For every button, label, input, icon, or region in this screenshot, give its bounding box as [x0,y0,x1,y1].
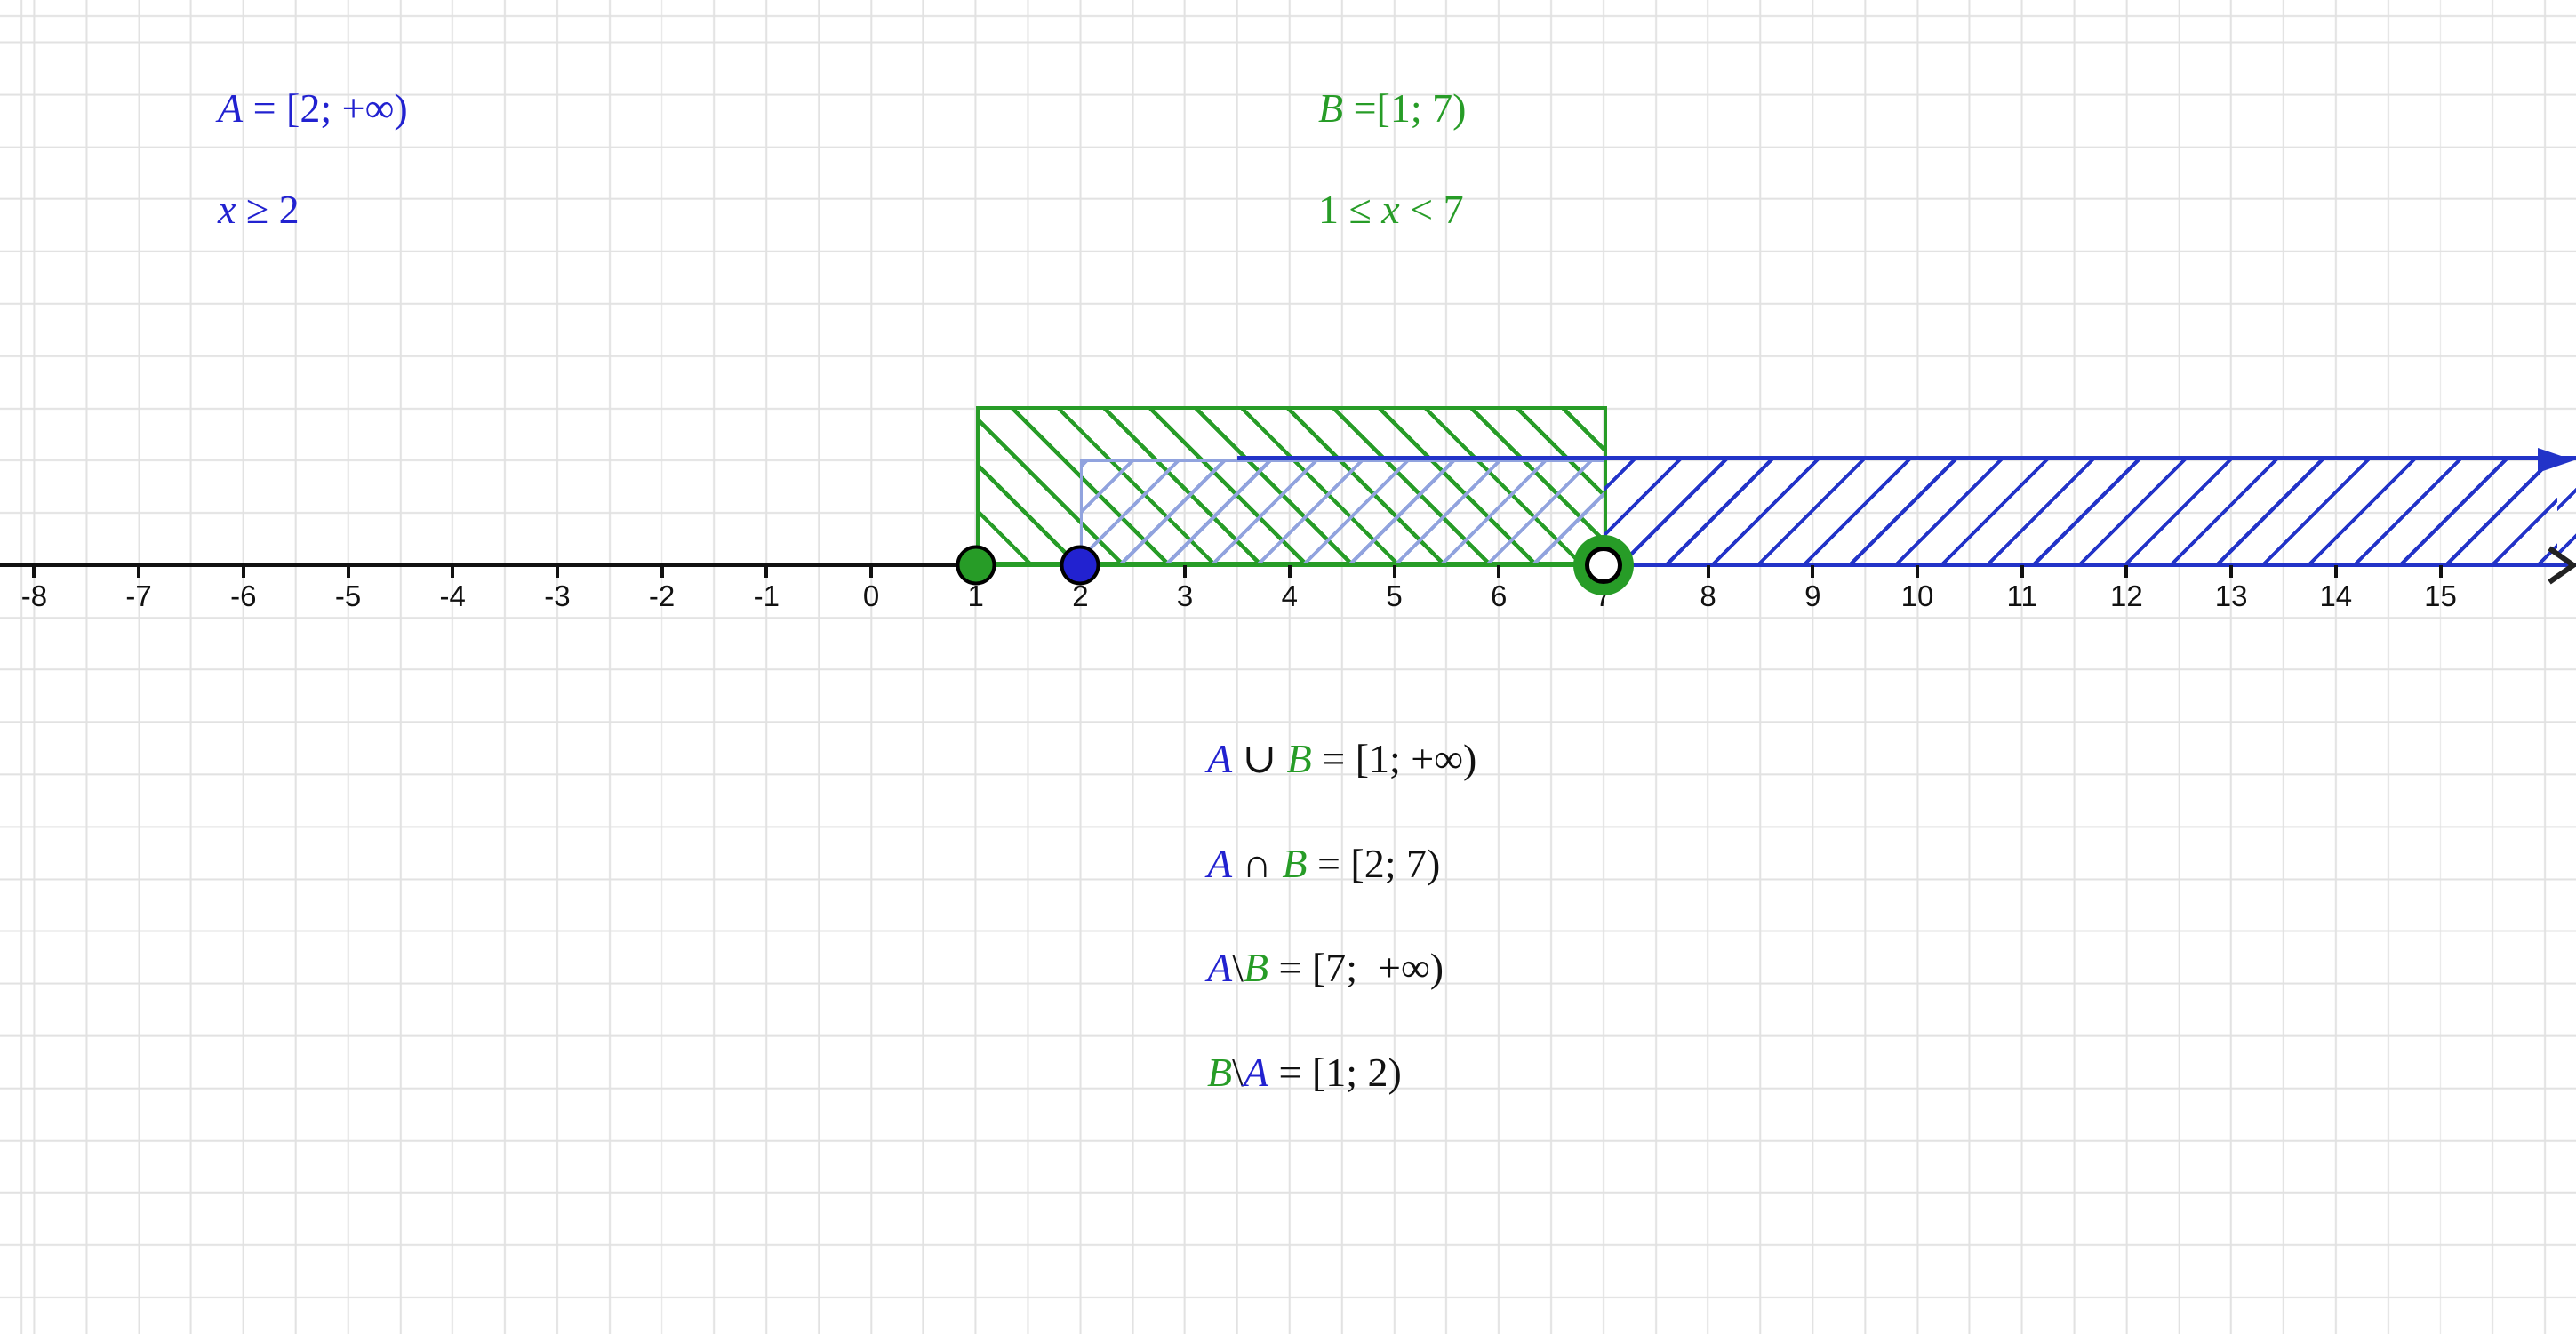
point-x1[interactable] [956,545,996,586]
axis-tick [555,565,559,578]
axis-tick [346,565,350,578]
axis-tick-label: -4 [439,579,466,612]
formula-part: = [1; 2) [1268,1050,1402,1095]
axis-tick [241,565,245,578]
axis-tick-label: 11 [2006,579,2037,612]
axis-tick-label: 15 [2424,579,2457,612]
axis-tick-label: 1 [967,579,984,612]
point-x7-open[interactable] [1572,535,1634,595]
axis-tick [32,565,36,578]
axis-tick [2124,565,2129,578]
formula-part: ∩ [1232,841,1283,886]
set-a-overlap-hatched-region [1080,459,1604,565]
axis-tick-label: -2 [648,579,676,612]
formula-part: =[1; 7) [1343,85,1467,131]
union-result: A ∪ B = [1; +∞) [1207,736,1476,783]
a-minus-b-result: A\B = [7; +∞) [1207,945,1444,992]
formula-part: = [2; 7) [1307,841,1441,886]
axis-tick-label: 9 [1804,579,1821,612]
set-a-top-border-line [1237,456,2576,460]
formula-part: B [1282,841,1308,886]
point-x2[interactable] [1060,545,1100,586]
axis-tick-label: 14 [2319,579,2353,612]
axis-tick-label: 6 [1491,579,1508,612]
formula-part: \ [1232,945,1244,990]
axis-tick-label: 12 [2110,579,2143,612]
set-b-inequality: 1 ≤ x < 7 [1318,187,1464,234]
axis-tick-label: 4 [1281,579,1298,612]
formula-part: x [1381,187,1400,232]
axis-tick [1183,565,1188,578]
formula-part: \ [1232,1050,1244,1095]
formula-part: = [2; +∞) [243,85,408,131]
axis-tick [2229,565,2234,578]
formula-part: 1 ≤ [1318,187,1382,232]
axis-tick [2333,565,2338,578]
formula-part: x [218,187,236,232]
intersection-result: A ∩ B = [2; 7) [1207,841,1440,888]
axis-tick [2438,565,2443,578]
set-b-definition: B =[1; 7) [1318,85,1466,132]
axis-tick-label: -5 [334,579,362,612]
axis-tick [1497,565,1501,578]
axis-tick-label: 10 [1900,579,1934,612]
formula-part: = [1; +∞) [1311,736,1477,781]
set-a-definition: A = [2; +∞) [218,85,408,132]
axis-tick [137,565,141,578]
axis-tick-label: 3 [1176,579,1194,612]
axis-tick [1811,565,1815,578]
formula-part: B [1286,736,1312,781]
axis-tick [2020,565,2024,578]
set-a-hatched-region [1604,460,2576,565]
formula-part: B [1243,945,1268,990]
formula-part: A [1207,841,1233,886]
axis-tick-label: -3 [544,579,571,612]
open-point-hole [1584,547,1622,584]
axis-tick-label: -1 [753,579,780,612]
axis-tick-label: -7 [125,579,152,612]
axis-tick [1287,565,1292,578]
formula-part: A [1207,736,1233,781]
axis-tick-label: 5 [1386,579,1403,612]
formula-part: A [1243,1050,1268,1095]
set-a-inequality: x ≥ 2 [218,187,300,234]
formula-part: < 7 [1399,187,1464,232]
axis-blue-segment [1604,563,2576,567]
axis-tick [764,565,769,578]
formula-part: = [7; +∞) [1268,945,1444,990]
axis-tick-label: -8 [20,579,48,612]
axis-tick-label: 0 [862,579,880,612]
axis-tick-label: 8 [1700,579,1716,612]
axis-tick [1392,565,1396,578]
formula-part: ∪ [1232,736,1287,781]
b-minus-a-result: B\A = [1; 2) [1207,1050,1402,1097]
axis-tick-label: 2 [1072,579,1089,612]
formula-part: A [1207,945,1233,990]
formula-part: ≥ 2 [236,187,300,232]
formula-part: B [1207,1050,1233,1095]
axis-tick-label: -6 [230,579,257,612]
axis-tick-label: 13 [2214,579,2248,612]
axis-tick [1706,565,1710,578]
axis-tick [451,565,455,578]
formula-part: B [1318,85,1344,131]
axis-tick [660,565,664,578]
axis-tick [869,565,873,578]
axis-tick [1916,565,1919,578]
formula-part: A [218,85,244,131]
axis-green-segment [976,563,1604,567]
